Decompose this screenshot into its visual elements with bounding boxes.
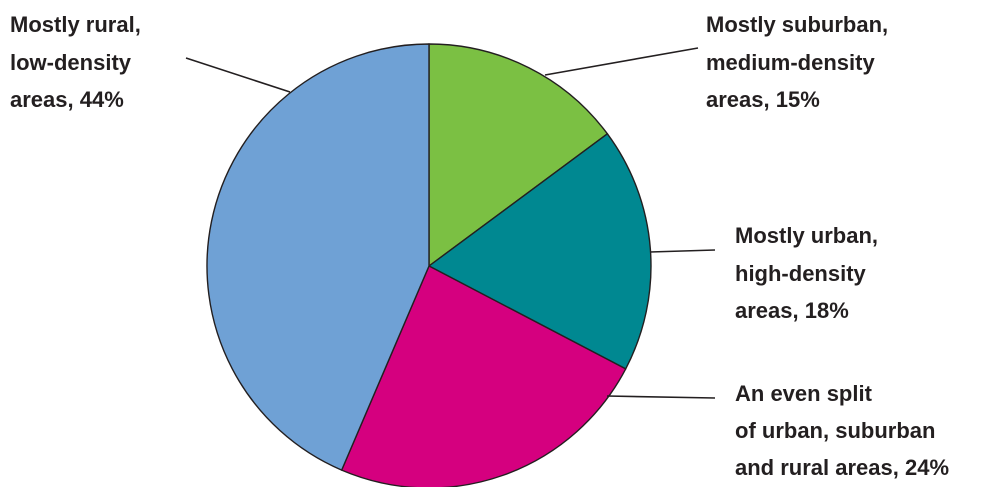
slice-label-urban-line-1: Mostly urban, xyxy=(735,223,878,248)
slice-label-even-split-line-1: An even split xyxy=(735,381,873,406)
slice-label-even-split: An even split of urban, suburban and rur… xyxy=(735,381,949,480)
slice-label-urban: Mostly urban, high-density areas, 18% xyxy=(735,223,884,323)
slice-label-even-split-line-3: and rural areas, 24% xyxy=(735,455,949,480)
slice-label-rural-line-3: areas, 44% xyxy=(10,87,124,112)
slice-label-suburban-line-1: Mostly suburban, xyxy=(706,12,888,37)
pie-slice-urban xyxy=(428,133,652,370)
leader-line-even-split xyxy=(606,395,716,399)
slice-label-rural-line-2: low-density xyxy=(10,50,132,75)
slice-label-urban-line-3: areas, 18% xyxy=(735,298,849,323)
slice-label-even-split-line-2: of urban, suburban xyxy=(735,418,935,443)
leader-line-urban xyxy=(649,249,716,253)
leader-line-suburban xyxy=(544,47,699,76)
slice-label-rural: Mostly rural, low-density areas, 44% xyxy=(10,12,147,112)
pie-slice-suburban xyxy=(428,43,609,267)
pie-slice-rural xyxy=(206,43,430,471)
slice-label-suburban-line-2: medium-density xyxy=(706,50,875,75)
slice-label-rural-line-1: Mostly rural, xyxy=(10,12,141,37)
slice-label-suburban-line-3: areas, 15% xyxy=(706,87,820,112)
leader-lines xyxy=(185,47,716,399)
leader-line-rural xyxy=(185,57,291,93)
pie-slices xyxy=(206,43,652,487)
slice-label-urban-line-2: high-density xyxy=(735,261,867,286)
slice-label-suburban: Mostly suburban, medium-density areas, 1… xyxy=(706,12,894,112)
pie-slice-even-split xyxy=(340,265,627,487)
